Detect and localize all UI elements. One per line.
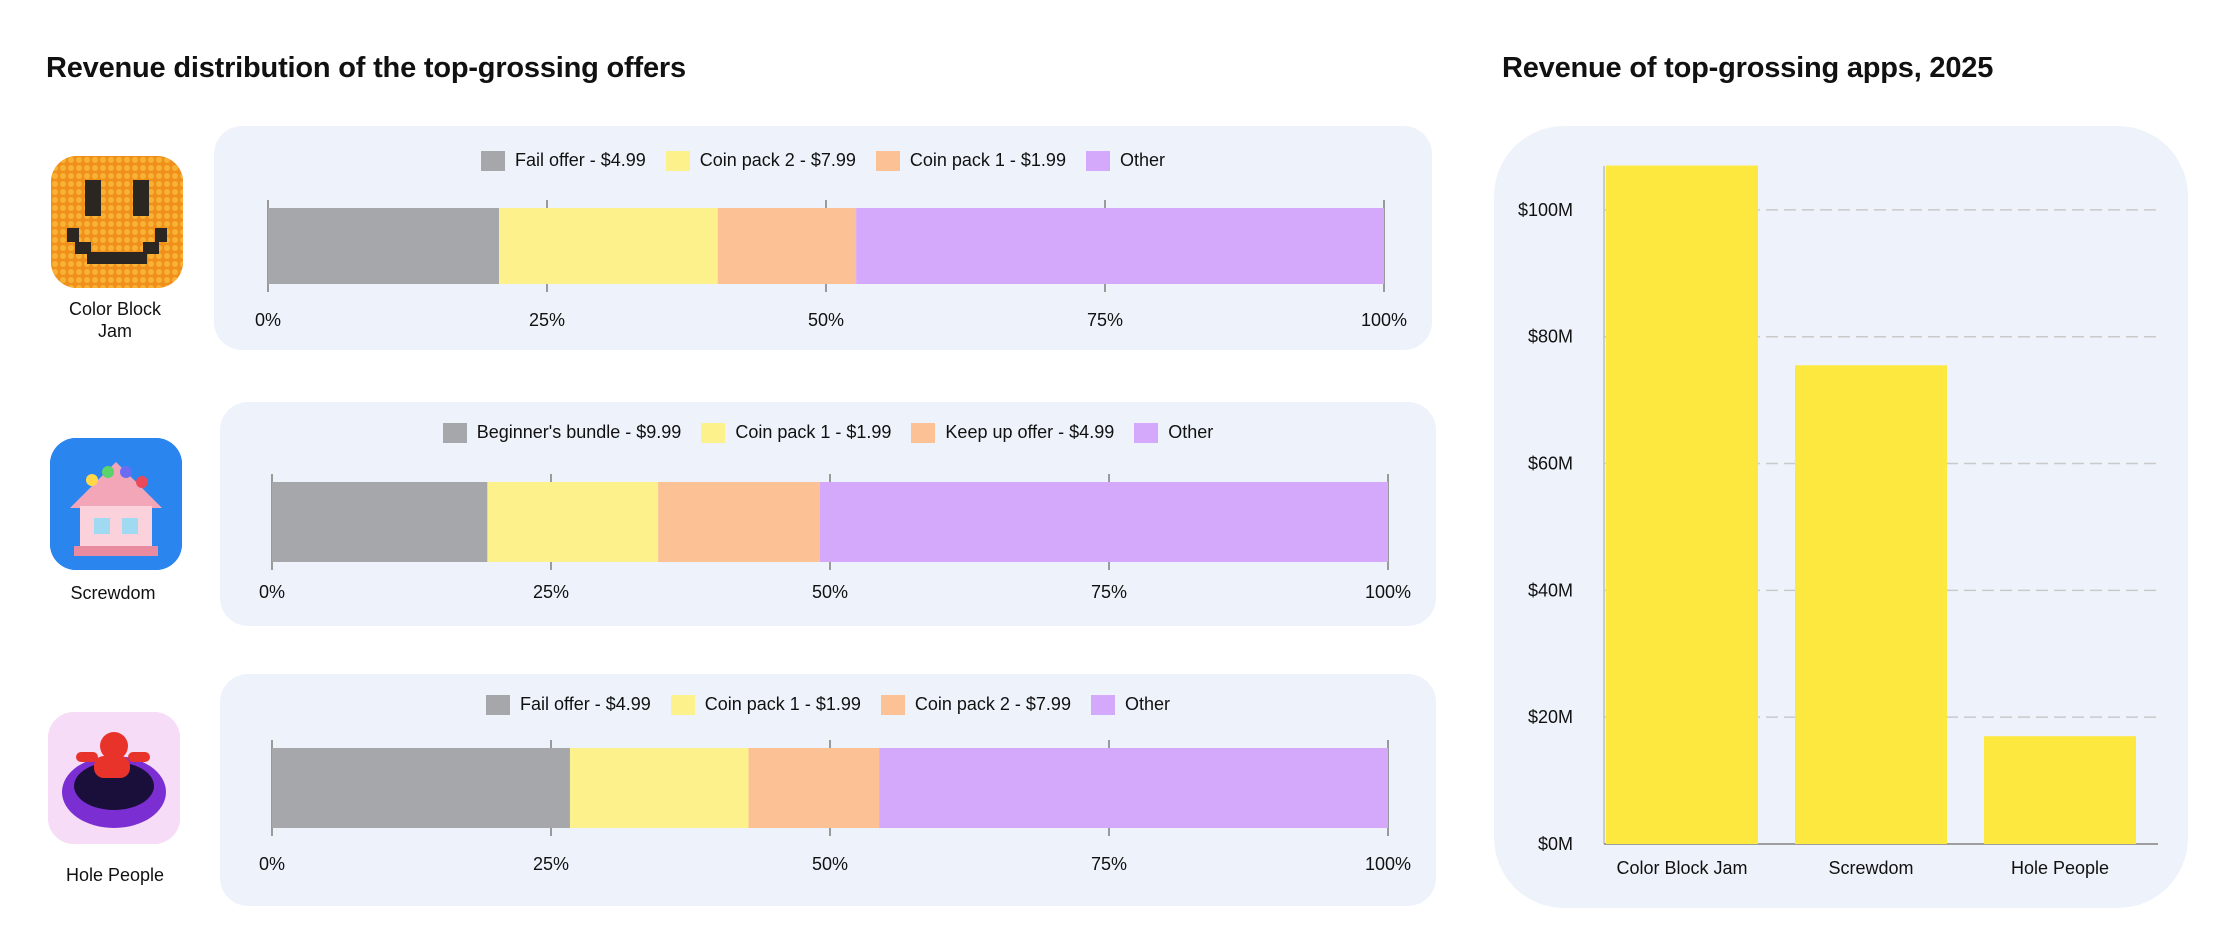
stacked-bar-chart-hole-people: 0% 25% 50% 75% 100% — [259, 740, 1411, 874]
legend-label: Coin pack 2 - $7.99 — [914, 694, 1071, 714]
legend: Beginner's bundle - $9.99 Coin pack 1 - $… — [220, 422, 1436, 443]
stacked-panel-hole-people: Fail offer - $4.99 Coin pack 1 - $1.99 Coi… — [220, 674, 1436, 906]
y-tick-label: $100M — [1518, 200, 1573, 220]
legend-swatch — [442, 422, 467, 443]
x-tick-label: 0% — [259, 854, 285, 874]
legend-item: Coin pack 1 - $1.99 — [670, 694, 861, 715]
legend-item: Coin pack 1 - $1.99 — [701, 422, 891, 443]
y-tick-label: $0M — [1538, 834, 1573, 854]
x-tick-label: 50% — [812, 854, 848, 874]
y-tick-label: $80M — [1528, 327, 1573, 347]
bar-segment — [717, 208, 857, 284]
bar-segment — [487, 482, 659, 562]
app-name-color-block-jam: Color Block Jam — [68, 299, 162, 341]
y-tick-label: $40M — [1528, 580, 1573, 600]
app-name-screwdom: Screwdom — [70, 583, 156, 603]
bar-segment — [879, 748, 1388, 828]
revenue-bar — [1795, 365, 1947, 844]
bar-segment — [569, 748, 749, 828]
legend-item: Fail offer - $4.99 — [486, 694, 651, 715]
legend-label: Coin pack 1 - $1.99 — [909, 150, 1066, 170]
legend-item: Other — [1085, 150, 1165, 171]
legend-swatch — [481, 150, 506, 171]
legend-swatch — [880, 694, 905, 715]
legend-item: Keep up offer - $4.99 — [911, 422, 1114, 443]
legend-swatch — [875, 150, 900, 171]
x-tick-label: 100% — [1365, 854, 1411, 874]
x-category-label: Color Block Jam — [1616, 858, 1747, 878]
bar-segment — [499, 208, 718, 284]
x-tick-label: 75% — [1091, 582, 1127, 602]
app-row-color-block-jam: Color Block Jam Fail offer - $4.99 Coin p… — [0, 120, 1450, 350]
bar-segment — [272, 748, 570, 828]
x-category-label: Hole People — [2011, 858, 2109, 878]
legend: Fail offer - $4.99 Coin pack 2 - $7.99 Coi… — [214, 150, 1432, 171]
legend-item: Coin pack 1 - $1.99 — [875, 150, 1066, 171]
legend-swatch — [1134, 422, 1159, 443]
x-tick-label: 0% — [255, 310, 281, 330]
bar-segment — [658, 482, 820, 562]
stacked-panel-screwdom: Beginner's bundle - $9.99 Coin pack 1 - $… — [220, 402, 1436, 626]
legend-swatch — [486, 694, 511, 715]
x-tick-label: 100% — [1361, 310, 1407, 330]
color-block-jam-icon — [51, 156, 183, 288]
x-tick-label: 25% — [533, 854, 569, 874]
bar-segment — [819, 482, 1388, 562]
legend-swatch — [665, 150, 690, 171]
legend-label: Fail offer - $4.99 — [515, 150, 646, 170]
legend-item: Coin pack 2 - $7.99 — [665, 150, 856, 171]
stacked-bar-chart-screwdom: 0% 25% 50% 75% 100% — [259, 474, 1411, 602]
x-tick-label: 100% — [1365, 582, 1411, 602]
legend-swatch — [670, 694, 695, 715]
y-tick-label: $60M — [1528, 454, 1573, 474]
x-tick-label: 75% — [1087, 310, 1123, 330]
legend-label: Coin pack 1 - $1.99 — [735, 422, 892, 442]
legend-swatch — [701, 422, 726, 443]
revenue-bar-chart: $0M $20M $40M $60M $80M $100M Color Block Jam S… — [1518, 165, 2158, 878]
legend: Fail offer - $4.99 Coin pack 1 - $1.99 Coi… — [220, 694, 1436, 715]
legend-item: Coin pack 2 - $7.99 — [880, 694, 1071, 715]
legend-label: Other — [1124, 694, 1170, 714]
screwdom-icon — [50, 438, 182, 570]
app-row-screwdom: Screwdom Beginner's bundle - $9.99 Coin p… — [0, 400, 1450, 630]
x-tick-label: 25% — [533, 582, 569, 602]
legend-item: Beginner's bundle - $9.99 — [442, 422, 682, 443]
legend-label: Coin pack 2 - $7.99 — [699, 150, 856, 170]
revenue-bar — [1606, 165, 1758, 845]
x-tick-label: 75% — [1091, 854, 1127, 874]
legend-item: Other — [1090, 694, 1170, 715]
legend-label: Other — [1168, 422, 1214, 442]
legend-item: Fail offer - $4.99 — [481, 150, 646, 171]
revenue-chart-panel: $0M $20M $40M $60M $80M $100M Color Block Jam S… — [1494, 126, 2188, 908]
legend-swatch — [911, 422, 936, 443]
stacked-panel-color-block-jam: Fail offer - $4.99 Coin pack 2 - $7.99 Coi… — [214, 126, 1432, 350]
x-tick-label: 50% — [812, 582, 848, 602]
revenue-bar — [1984, 736, 2136, 844]
bar-segment — [748, 748, 880, 828]
legend-label: Keep up offer - $4.99 — [945, 422, 1115, 442]
legend-label: Other — [1119, 150, 1165, 170]
x-tick-label: 25% — [529, 310, 565, 330]
hole-people-icon — [48, 712, 180, 844]
legend-label: Fail offer - $4.99 — [520, 694, 651, 714]
x-category-label: Screwdom — [1828, 858, 1913, 878]
legend-swatch — [1085, 150, 1110, 171]
app-row-hole-people: Hole People Fail offer - $4.99 Coin pack … — [0, 674, 1450, 906]
bar-segment — [272, 482, 488, 562]
right-chart-title: Revenue of top-grossing apps, 2025 — [1502, 52, 1994, 84]
legend-item: Other — [1134, 422, 1213, 443]
y-tick-label: $20M — [1528, 707, 1573, 727]
legend-label: Coin pack 1 - $1.99 — [704, 694, 861, 714]
bar-segment — [856, 208, 1384, 284]
legend-label: Beginner's bundle - $9.99 — [476, 422, 682, 442]
x-tick-label: 50% — [808, 310, 844, 330]
stacked-bar-chart-color-block-jam: 0% 25% 50% 75% 100% — [255, 200, 1407, 330]
left-chart-title: Revenue distribution of the top-grossing… — [46, 52, 686, 84]
legend-swatch — [1090, 694, 1115, 715]
app-name-hole-people: Hole People — [65, 865, 165, 885]
x-tick-label: 0% — [259, 582, 285, 602]
bar-segment — [268, 208, 500, 284]
